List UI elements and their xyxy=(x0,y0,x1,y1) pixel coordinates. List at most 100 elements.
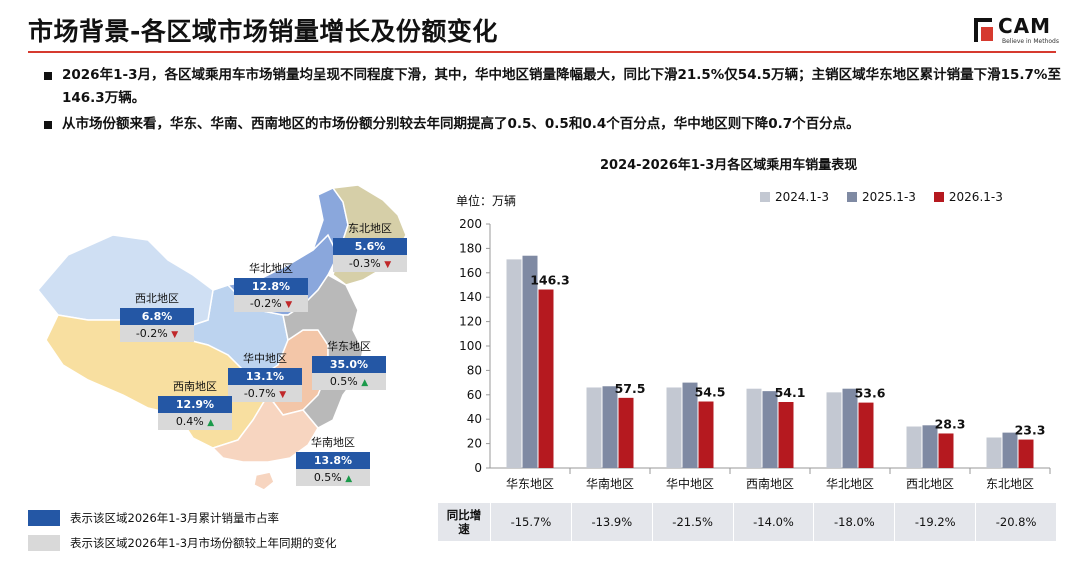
growth-cell: -14.0% xyxy=(732,503,814,541)
summary-bullets: 2026年1-3月，各区域乘用车市场销量均呈现不同程度下滑，其中，华中地区销量降… xyxy=(44,64,1064,139)
region-share: 35.0% xyxy=(312,356,386,373)
region-box-central: 华中地区 13.1% -0.7% ▼ xyxy=(228,350,302,402)
x-tick-label: 华东地区 xyxy=(506,477,554,491)
growth-cell: -13.9% xyxy=(570,503,652,541)
legend-item-2025: 2025.1-3 xyxy=(846,190,916,204)
data-label: 57.5 xyxy=(615,381,646,396)
bullet-square-icon xyxy=(44,72,52,80)
bar-2024.1-3 xyxy=(986,437,1002,468)
x-tick-label: 华中地区 xyxy=(666,476,714,491)
map-region-south xyxy=(211,393,319,463)
region-change-value: -0.2% xyxy=(249,297,282,310)
bar-2025.1-3 xyxy=(922,425,938,468)
legend-swatch xyxy=(760,192,770,202)
bar-2026.1-3 xyxy=(938,433,954,468)
logo-mark-accent xyxy=(981,27,993,41)
data-label: 53.6 xyxy=(855,386,886,401)
growth-cell: -15.7% xyxy=(490,503,571,541)
legend-change-swatch xyxy=(28,535,60,551)
map-region-hainan xyxy=(253,471,275,491)
bar-2026.1-3 xyxy=(778,401,794,468)
x-tick-label: 华北地区 xyxy=(826,477,874,491)
region-change: -0.2% ▼ xyxy=(234,295,308,312)
bullet-square-icon xyxy=(44,121,52,129)
bar-2026.1-3 xyxy=(538,289,554,468)
legend-label: 2024.1-3 xyxy=(775,190,829,204)
legend-swatch xyxy=(846,192,857,202)
region-change: 0.5% ▲ xyxy=(312,373,386,390)
region-change-value: -0.2% xyxy=(135,327,168,340)
y-tick-label: 180 xyxy=(459,241,482,255)
up-triangle-icon: ▲ xyxy=(345,474,353,484)
bar-chart: 0 20 40 60 80 100 120 140 160 180 200 146.3 华东地区 57.5… xyxy=(459,217,1051,491)
region-change: -0.7% ▼ xyxy=(228,385,302,402)
y-tick-label: 20 xyxy=(467,437,482,451)
bar-2024.1-3 xyxy=(826,392,842,468)
region-box-northeast: 东北地区 5.6% -0.3% ▼ xyxy=(333,220,407,272)
title-divider xyxy=(28,51,1056,53)
bar-2024.1-3 xyxy=(666,387,682,468)
region-name: 东北地区 xyxy=(348,222,392,235)
bar-2025.1-3 xyxy=(1002,432,1018,468)
bar-2026.1-3 xyxy=(698,401,714,468)
growth-cell: -18.0% xyxy=(813,503,894,541)
region-share: 13.8% xyxy=(296,452,370,469)
y-tick-label: 200 xyxy=(459,217,482,231)
region-change: 0.4% ▲ xyxy=(158,413,232,430)
x-tick-label: 西北地区 xyxy=(906,477,954,491)
growth-cell: -19.2% xyxy=(894,503,975,541)
bar-2024.1-3 xyxy=(506,259,522,468)
bar-2026.1-3 xyxy=(858,402,874,468)
region-share: 12.9% xyxy=(158,396,232,413)
region-change-value: -0.3% xyxy=(348,257,381,270)
cam-logo: CAM Believe in Methods xyxy=(974,14,1064,46)
down-triangle-icon: ▼ xyxy=(171,330,179,340)
region-change-value: 0.5% xyxy=(313,471,342,484)
down-triangle-icon: ▼ xyxy=(279,390,287,400)
region-name: 华北地区 xyxy=(249,262,293,275)
data-label: 54.1 xyxy=(775,385,806,400)
y-tick-label: 80 xyxy=(467,363,482,377)
growth-table: 同比增速 -15.7% -13.9% -21.5% -14.0% -18.0% … xyxy=(438,503,1056,541)
region-box-north: 华北地区 12.8% -0.2% ▼ xyxy=(234,260,308,312)
bullet-text: 从市场份额来看，华东、华南、西南地区的市场份额分别较去年同期提高了0.5、0.5… xyxy=(62,116,860,132)
x-tick-label: 西南地区 xyxy=(746,476,794,491)
region-share: 13.1% xyxy=(228,368,302,385)
region-change: 0.5% ▲ xyxy=(296,469,370,486)
region-name: 西南地区 xyxy=(173,380,217,393)
legend-share-text: 表示该区域2026年1-3月累计销量市占率 xyxy=(70,511,280,525)
page-title: 市场背景-各区域市场销量增长及份额变化 xyxy=(28,17,498,46)
bullet-item: 2026年1-3月，各区域乘用车市场销量均呈现不同程度下滑，其中，华中地区销量降… xyxy=(44,64,1064,110)
region-change: -0.3% ▼ xyxy=(333,255,407,272)
bar-2026.1-3 xyxy=(1018,439,1034,468)
bar-2025.1-3 xyxy=(522,255,538,468)
bar-2025.1-3 xyxy=(762,391,778,468)
region-box-east: 华东地区 35.0% 0.5% ▲ xyxy=(312,338,386,390)
region-change-value: 0.4% xyxy=(175,415,204,428)
chart-legend: 2024.1-3 2025.1-3 2026.1-3 xyxy=(760,190,1003,204)
x-tick-label: 华南地区 xyxy=(586,476,634,491)
region-name: 华中地区 xyxy=(243,352,287,365)
up-triangle-icon: ▲ xyxy=(361,378,369,388)
down-triangle-icon: ▼ xyxy=(384,260,392,270)
chart-unit: 单位：万辆 xyxy=(456,194,517,208)
logo-mark-icon xyxy=(974,18,992,42)
region-box-south: 华南地区 13.8% 0.5% ▲ xyxy=(296,434,370,486)
logo-subtitle: Believe in Methods xyxy=(1002,38,1059,45)
bar-2025.1-3 xyxy=(842,388,858,468)
map-legend-share: 表示该区域2026年1-3月累计销量市占率 xyxy=(28,510,279,526)
bullet-item: 从市场份额来看，华东、华南、西南地区的市场份额分别较去年同期提高了0.5、0.5… xyxy=(44,113,1064,136)
growth-header: 同比增速 xyxy=(446,508,482,536)
legend-change-text: 表示该区域2026年1-3月市场份额较上年同期的变化 xyxy=(70,536,337,550)
data-label: 28.3 xyxy=(935,416,966,431)
up-triangle-icon: ▲ xyxy=(207,418,215,428)
logo-text: CAM xyxy=(998,14,1052,38)
growth-cell: -21.5% xyxy=(651,503,733,541)
y-tick-label: 0 xyxy=(474,461,482,475)
data-label: 54.5 xyxy=(695,385,726,400)
bar-2024.1-3 xyxy=(746,388,762,468)
chart-title: 2024-2026年1-3月各区域乘用车销量表现 xyxy=(600,158,858,173)
y-tick-label: 60 xyxy=(467,388,482,402)
data-label: 146.3 xyxy=(530,273,570,288)
region-share: 12.8% xyxy=(234,278,308,295)
